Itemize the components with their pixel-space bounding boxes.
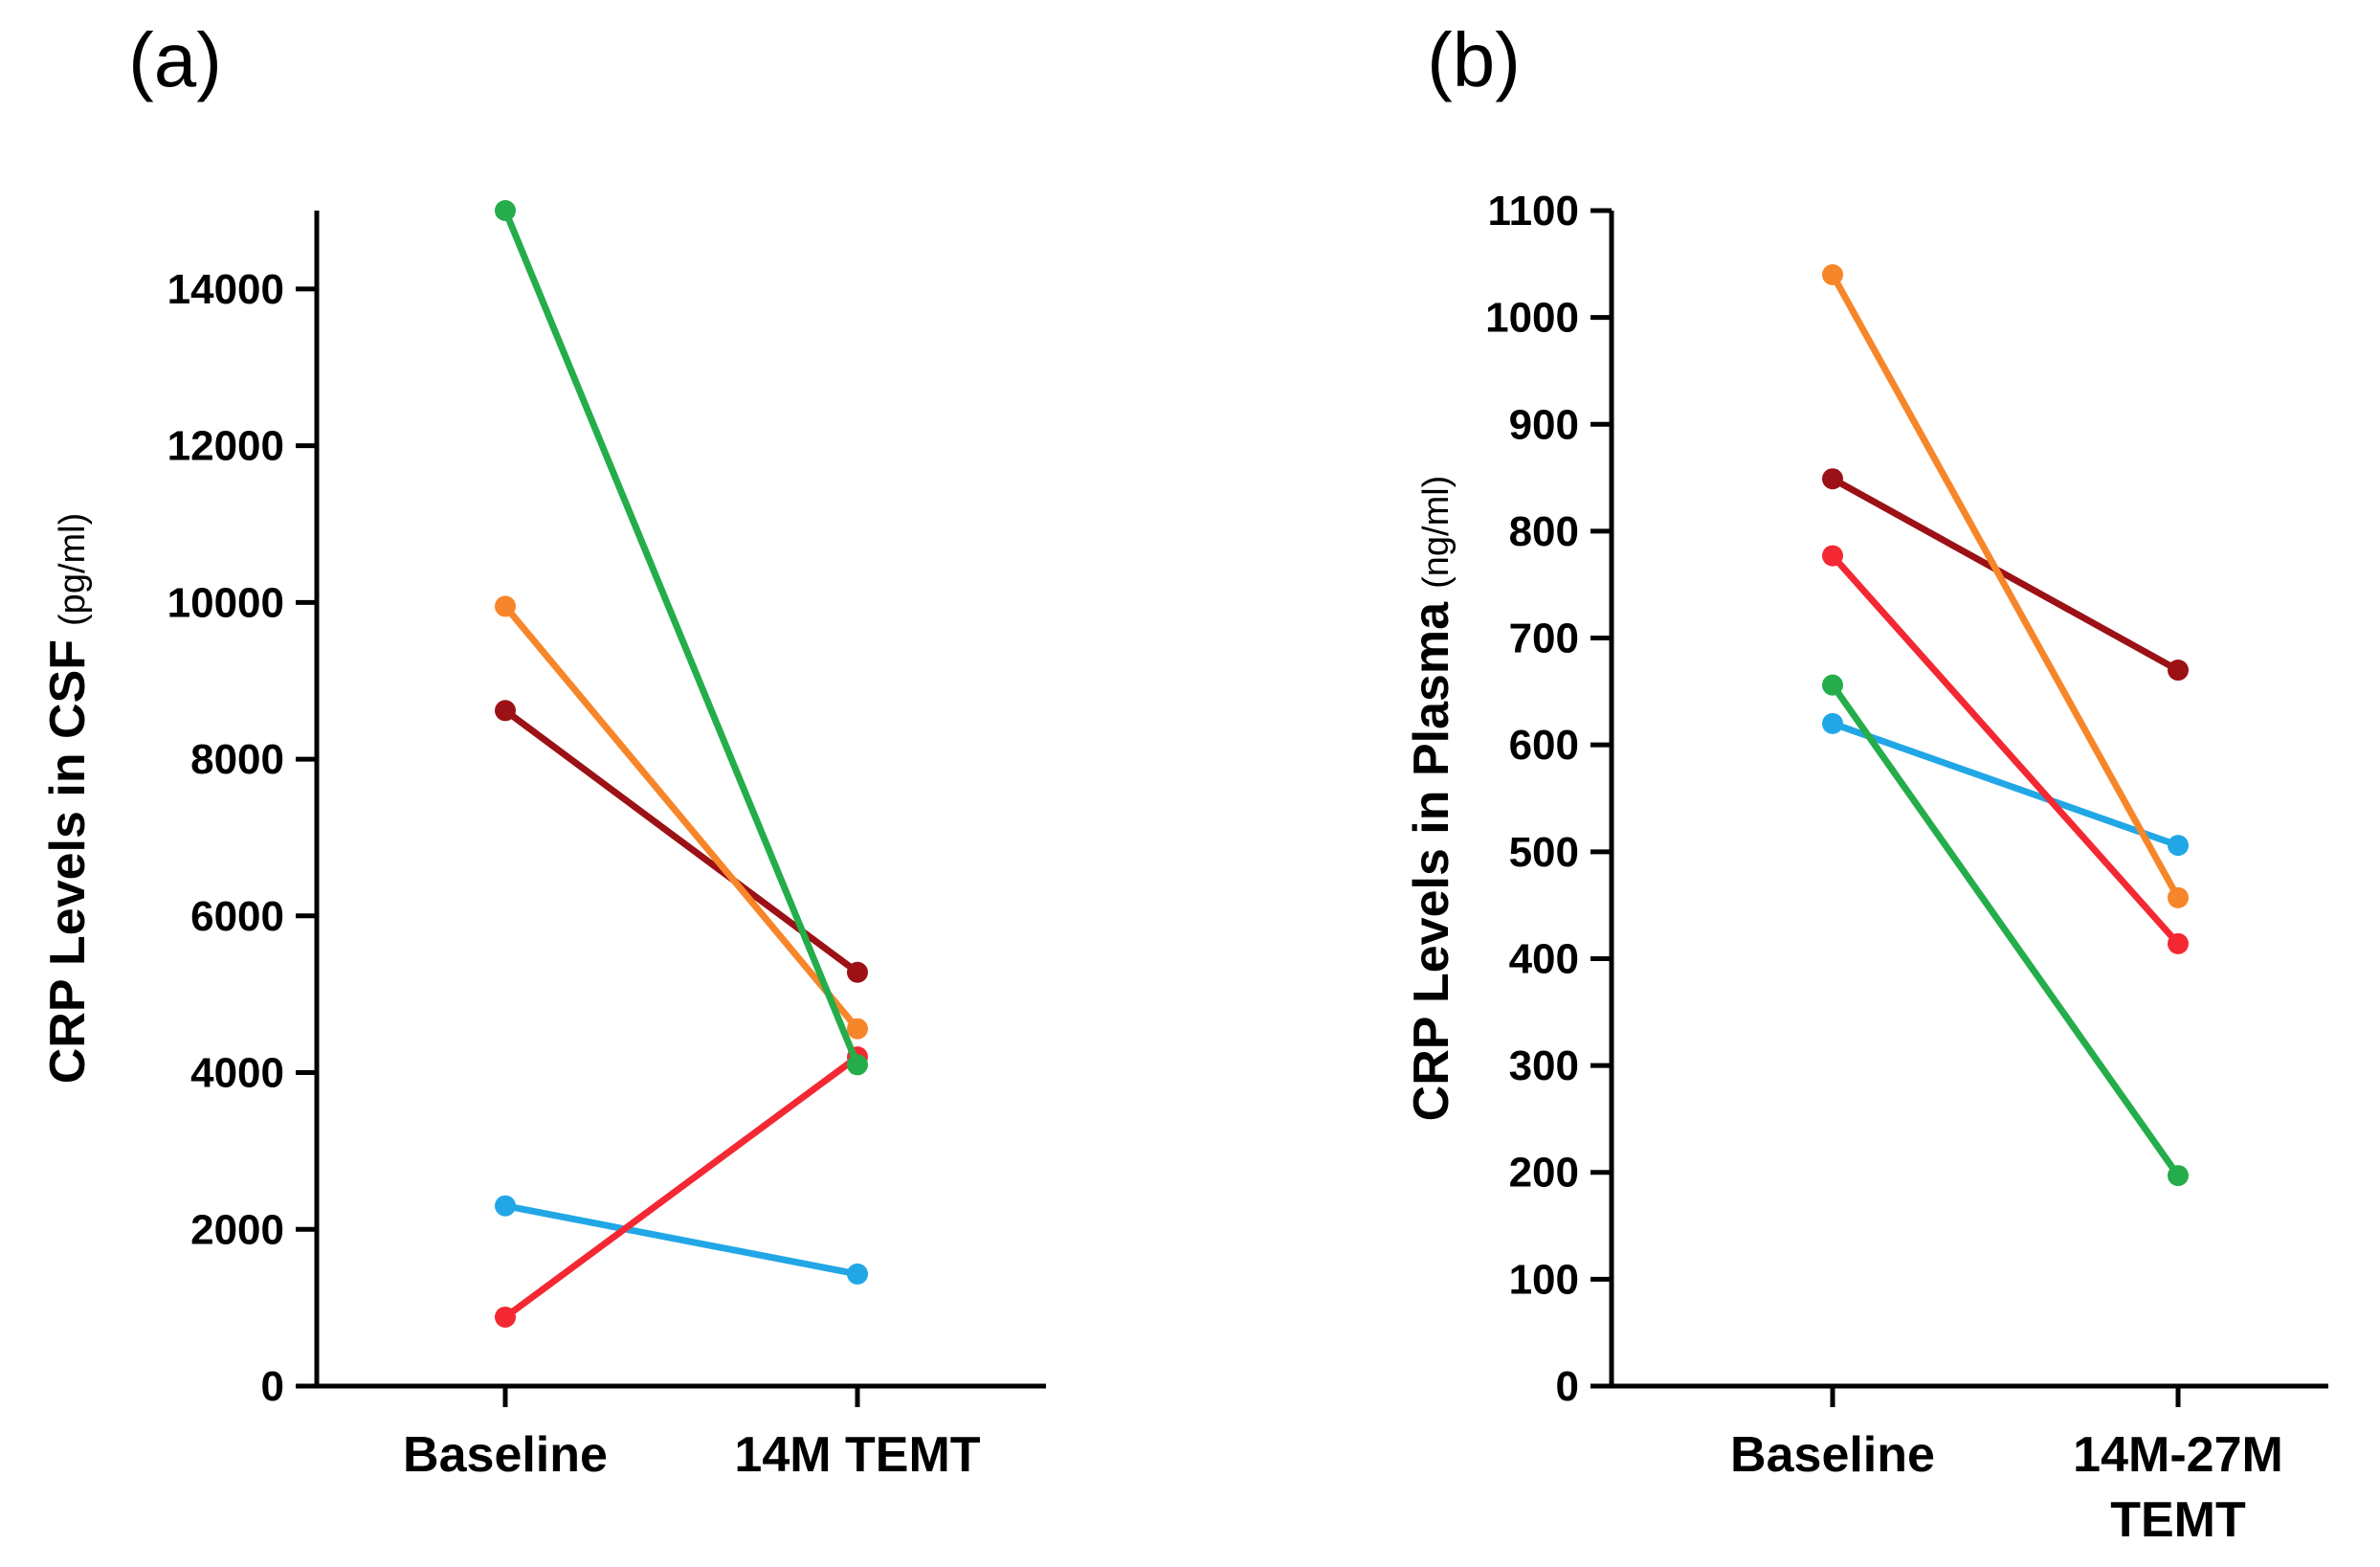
data-point-dark-red-baseline: [495, 700, 516, 722]
data-point-green-baseline: [495, 200, 516, 221]
y-tick-label: 800: [1509, 508, 1579, 555]
data-point-blue-baseline: [1822, 712, 1843, 734]
data-point-dark-red-followup: [847, 961, 868, 983]
y-axis-title-text: CRP Levels in CSF: [40, 639, 96, 1084]
y-tick-label: 14000: [167, 266, 284, 313]
y-tick-label: 100: [1509, 1256, 1579, 1303]
data-point-red-baseline: [1822, 545, 1843, 567]
data-point-orange-followup: [847, 1018, 868, 1040]
x-tick-label: Baseline: [1730, 1427, 1935, 1483]
y-axis-title: CRP Levels in Plasma (ng/ml): [1404, 476, 1459, 1122]
series-line-orange: [1829, 271, 2182, 902]
data-point-blue-baseline: [495, 1195, 516, 1217]
data-point-red-followup: [2168, 932, 2189, 954]
data-point-blue-followup: [2168, 835, 2189, 857]
y-tick-label: 1000: [1485, 295, 1579, 342]
x-tick-label: Baseline: [403, 1427, 608, 1483]
chart-panel-a: (a) 0 2000 4000 6000 8000 10000 12000 14000 Basel…: [40, 17, 1046, 1483]
series-line-green: [501, 207, 861, 1068]
y-tick-label: 300: [1509, 1042, 1579, 1089]
y-tick-label: 900: [1509, 401, 1579, 448]
series-line-dark-red: [1829, 475, 2182, 674]
data-point-green-followup: [847, 1054, 868, 1076]
y-tick-label: 700: [1509, 616, 1579, 662]
series-line-green: [1829, 682, 2182, 1179]
y-axis-title-text: CRP Levels in Plasma: [1404, 601, 1459, 1122]
data-point-orange-baseline: [495, 595, 516, 617]
series-line-red: [1829, 552, 2182, 948]
y-tick-label: 8000: [190, 736, 284, 783]
y-tick-label: 2000: [190, 1206, 284, 1253]
chart-panel-b: (b) 0 100 200 300 400 500 600 700 800 900 1000 1100 B…: [1404, 17, 2328, 1548]
series-line-orange: [501, 602, 861, 1033]
x-tick-label: TEMT: [2110, 1492, 2246, 1548]
y-tick-label: 6000: [190, 893, 284, 940]
y-tick-label: 500: [1509, 829, 1579, 876]
y-tick-label: 0: [261, 1363, 284, 1410]
data-point-orange-baseline: [1822, 263, 1843, 285]
series-line-red: [501, 1053, 861, 1321]
y-tick-label: 200: [1509, 1150, 1579, 1197]
y-tick-label: 10000: [167, 579, 284, 626]
series-line-blue: [1829, 720, 2182, 849]
y-tick-label: 12000: [167, 423, 284, 470]
data-point-red-baseline: [495, 1306, 516, 1328]
y-tick-label: 0: [1556, 1363, 1579, 1410]
data-point-dark-red-baseline: [1822, 468, 1843, 490]
data-point-blue-followup: [847, 1263, 868, 1285]
series-line-blue: [501, 1202, 861, 1278]
data-point-green-followup: [2168, 1165, 2189, 1187]
panel-label: (a): [128, 17, 222, 102]
x-tick-label: 14M-27M: [2073, 1427, 2283, 1483]
y-tick-label: 1100: [1488, 188, 1579, 235]
y-axis-title: CRP Levels in CSF (pg/ml): [40, 513, 96, 1085]
panel-label: (b): [1427, 17, 1521, 102]
y-tick-label: 600: [1509, 722, 1579, 769]
y-axis-unit-text: (ng/ml): [1416, 476, 1457, 589]
x-tick-label: 14M TEMT: [734, 1427, 980, 1483]
y-tick-label: 400: [1509, 935, 1579, 982]
data-point-green-baseline: [1822, 674, 1843, 696]
y-tick-label: 4000: [190, 1050, 284, 1097]
data-point-orange-followup: [2168, 886, 2189, 908]
data-point-dark-red-followup: [2168, 660, 2189, 682]
y-axis-unit-text: (pg/ml): [53, 513, 93, 626]
